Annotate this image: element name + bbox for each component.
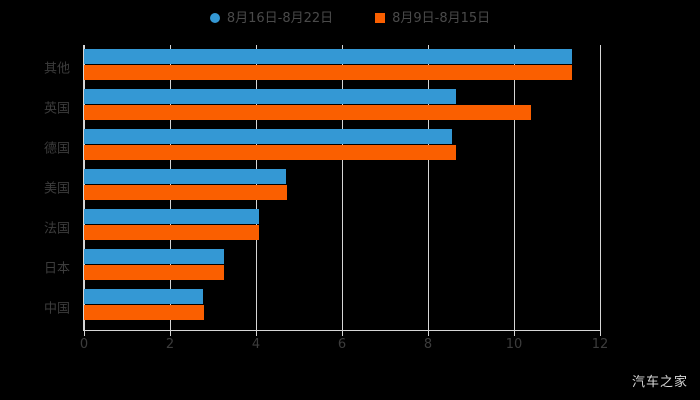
y-category-label: 德国 bbox=[43, 141, 70, 157]
legend-item-series-b[interactable]: 8月9日-8月15日 bbox=[375, 12, 490, 25]
bar-series-b[interactable] bbox=[84, 185, 287, 200]
legend-marker-circle-icon bbox=[209, 13, 220, 23]
bar-row: 英国 bbox=[44, 87, 600, 127]
x-axis-line bbox=[83, 330, 600, 331]
x-tick-label: 2 bbox=[165, 337, 175, 352]
x-tick-label: 10 bbox=[505, 337, 523, 352]
y-category-label: 中国 bbox=[43, 301, 70, 317]
x-tick-label: 4 bbox=[251, 337, 261, 352]
bar-row: 法国 bbox=[44, 207, 600, 247]
x-tick-mark bbox=[256, 330, 257, 336]
plot-area: 0 2 4 6 8 10 12 其他英国德国美国法国日本中国 bbox=[44, 45, 608, 352]
y-category-label: 日本 bbox=[43, 261, 70, 277]
x-tick-label: 12 bbox=[591, 337, 609, 352]
chart-legend: 8月16日-8月22日 8月9日-8月15日 bbox=[0, 8, 700, 28]
x-tick-mark bbox=[170, 330, 171, 336]
gridline bbox=[428, 45, 429, 330]
bar-series-b[interactable] bbox=[84, 145, 456, 160]
bar-series-a[interactable] bbox=[84, 129, 452, 144]
y-category-label: 英国 bbox=[43, 101, 70, 117]
gridline bbox=[342, 45, 343, 330]
bar-series-a[interactable] bbox=[84, 169, 287, 184]
bar-series-b[interactable] bbox=[84, 105, 532, 120]
bar-series-a[interactable] bbox=[84, 89, 456, 104]
bar-series-b[interactable] bbox=[84, 265, 224, 280]
legend-item-series-a[interactable]: 8月16日-8月22日 bbox=[209, 10, 334, 26]
bar-row: 其他 bbox=[44, 47, 600, 87]
gridline bbox=[514, 45, 515, 330]
bar-series-a[interactable] bbox=[84, 249, 224, 264]
bar-series-b[interactable] bbox=[84, 305, 204, 320]
legend-marker-square-icon bbox=[375, 13, 386, 23]
bar-row: 美国 bbox=[44, 167, 600, 207]
x-tick-mark bbox=[600, 330, 601, 336]
x-tick-label: 0 bbox=[79, 337, 89, 352]
bar-series-b[interactable] bbox=[84, 65, 573, 80]
y-category-label: 法国 bbox=[43, 221, 70, 237]
bar-row: 日本 bbox=[44, 247, 600, 287]
x-tick-mark bbox=[514, 330, 515, 336]
bar-series-a[interactable] bbox=[84, 289, 204, 304]
y-category-label: 其他 bbox=[43, 61, 70, 77]
y-axis-line bbox=[83, 45, 84, 330]
x-tick-label: 6 bbox=[337, 337, 347, 352]
bar-series-b[interactable] bbox=[84, 225, 259, 240]
x-tick-mark bbox=[428, 330, 429, 336]
legend-label-series-b: 8月9日-8月15日 bbox=[392, 10, 491, 26]
x-tick-mark bbox=[342, 330, 343, 336]
bar-row: 德国 bbox=[44, 127, 600, 167]
x-tick-label: 8 bbox=[423, 337, 433, 352]
legend-label-series-a: 8月16日-8月22日 bbox=[226, 10, 334, 26]
y-category-label: 美国 bbox=[43, 181, 70, 197]
bar-series-a[interactable] bbox=[84, 209, 259, 224]
gridline bbox=[600, 45, 601, 330]
x-tick-mark bbox=[84, 330, 85, 336]
bar-row: 中国 bbox=[44, 287, 600, 327]
watermark: 汽车之家 bbox=[631, 375, 688, 390]
bar-series-a[interactable] bbox=[84, 49, 573, 64]
